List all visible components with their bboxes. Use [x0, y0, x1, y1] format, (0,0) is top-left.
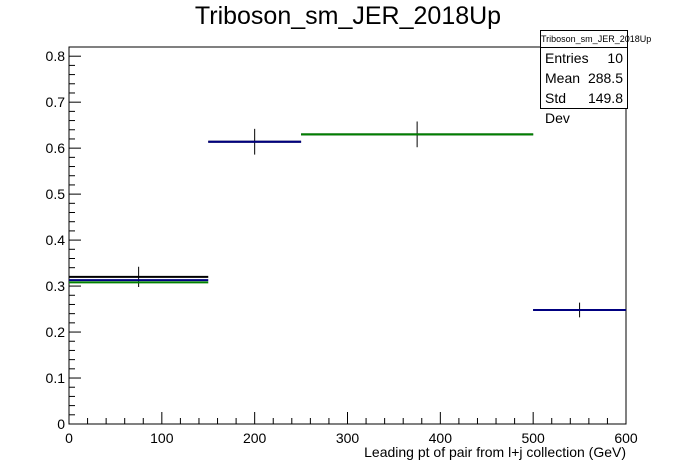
y-tick-label: 0.8 — [46, 48, 66, 64]
x-tick-label: 400 — [429, 430, 453, 446]
stats-entries-value: 10 — [607, 50, 623, 66]
stats-entries-label: Entries — [545, 50, 589, 66]
stats-box: Triboson_sm_JER_2018Up Entries 10 Mean 2… — [540, 30, 651, 126]
y-tick-label: 0.6 — [46, 140, 66, 156]
x-axis-label: Leading pt of pair from l+j collection (… — [364, 444, 626, 460]
y-tick-label: 0.7 — [46, 94, 66, 110]
y-tick-label: 0 — [57, 416, 65, 432]
chart-title: Triboson_sm_JER_2018Up — [194, 2, 502, 30]
x-tick-label: 100 — [150, 430, 174, 446]
y-tick-label: 0.4 — [46, 232, 66, 248]
stats-mean-row: Mean 288.5 — [541, 68, 627, 88]
y-tick-label: 0.1 — [46, 370, 66, 386]
stats-mean-value: 288.5 — [587, 70, 623, 86]
stats-mean-label: Mean — [545, 70, 581, 86]
stats-box-title: Triboson_sm_JER_2018Up — [541, 31, 651, 48]
x-tick-label: 600 — [614, 430, 638, 446]
x-tick-label: 300 — [336, 430, 360, 446]
x-tick-label: 200 — [243, 430, 267, 446]
y-tick-label: 0.5 — [46, 186, 66, 202]
y-tick-label: 0.2 — [46, 324, 66, 340]
stats-entries-row: Entries 10 — [541, 48, 627, 68]
x-tick-label: 0 — [65, 430, 73, 446]
stats-stddev-label: Std Dev — [545, 90, 570, 126]
stats-stddev-row: Std Dev 149.8 — [541, 88, 627, 126]
x-tick-label: 500 — [521, 430, 545, 446]
stats-stddev-value: 149.8 — [587, 90, 623, 106]
y-tick-label: 0.3 — [46, 278, 66, 294]
